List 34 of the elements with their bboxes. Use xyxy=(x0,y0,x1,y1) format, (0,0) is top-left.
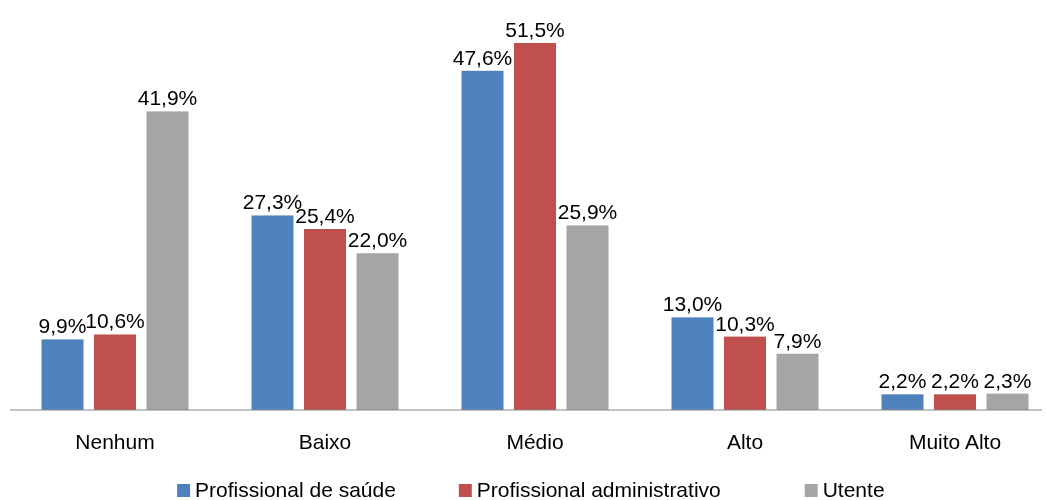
data-label: 2,2% xyxy=(878,369,927,393)
bar xyxy=(304,228,346,410)
x-tick-label: Muito Alto xyxy=(908,430,1002,453)
data-label: 2,3% xyxy=(983,368,1032,392)
data-label: 7,9% xyxy=(773,328,822,352)
legend-label: Utente xyxy=(822,478,885,500)
data-label: 2,2% xyxy=(931,369,979,393)
bar xyxy=(881,394,924,410)
bar xyxy=(934,394,976,410)
bar xyxy=(251,215,294,410)
bar xyxy=(356,253,399,410)
bar xyxy=(724,336,766,410)
bar xyxy=(671,317,714,410)
data-label: 10,6% xyxy=(85,309,145,333)
data-label: 51,5% xyxy=(505,18,565,41)
data-label: 41,9% xyxy=(137,86,198,110)
data-label: 47,6% xyxy=(452,45,513,69)
legend-label: Profissional de saúde xyxy=(195,478,396,500)
bar xyxy=(94,334,136,410)
bar xyxy=(41,339,84,410)
bar xyxy=(776,353,819,410)
bar xyxy=(566,225,609,410)
data-label: 9,9% xyxy=(38,314,87,338)
x-tick-label: Nenhum xyxy=(75,430,155,453)
bar xyxy=(461,70,504,410)
x-tick-label: Baixo xyxy=(298,430,352,453)
data-label: 22,0% xyxy=(347,228,408,252)
data-label: 25,9% xyxy=(557,200,618,224)
bar xyxy=(514,43,556,410)
bar xyxy=(146,111,189,410)
bar xyxy=(986,393,1029,410)
legend-label: Profissional administrativo xyxy=(476,478,721,500)
x-tick-label: Médio xyxy=(506,430,564,453)
x-tick-label: Alto xyxy=(726,430,764,453)
